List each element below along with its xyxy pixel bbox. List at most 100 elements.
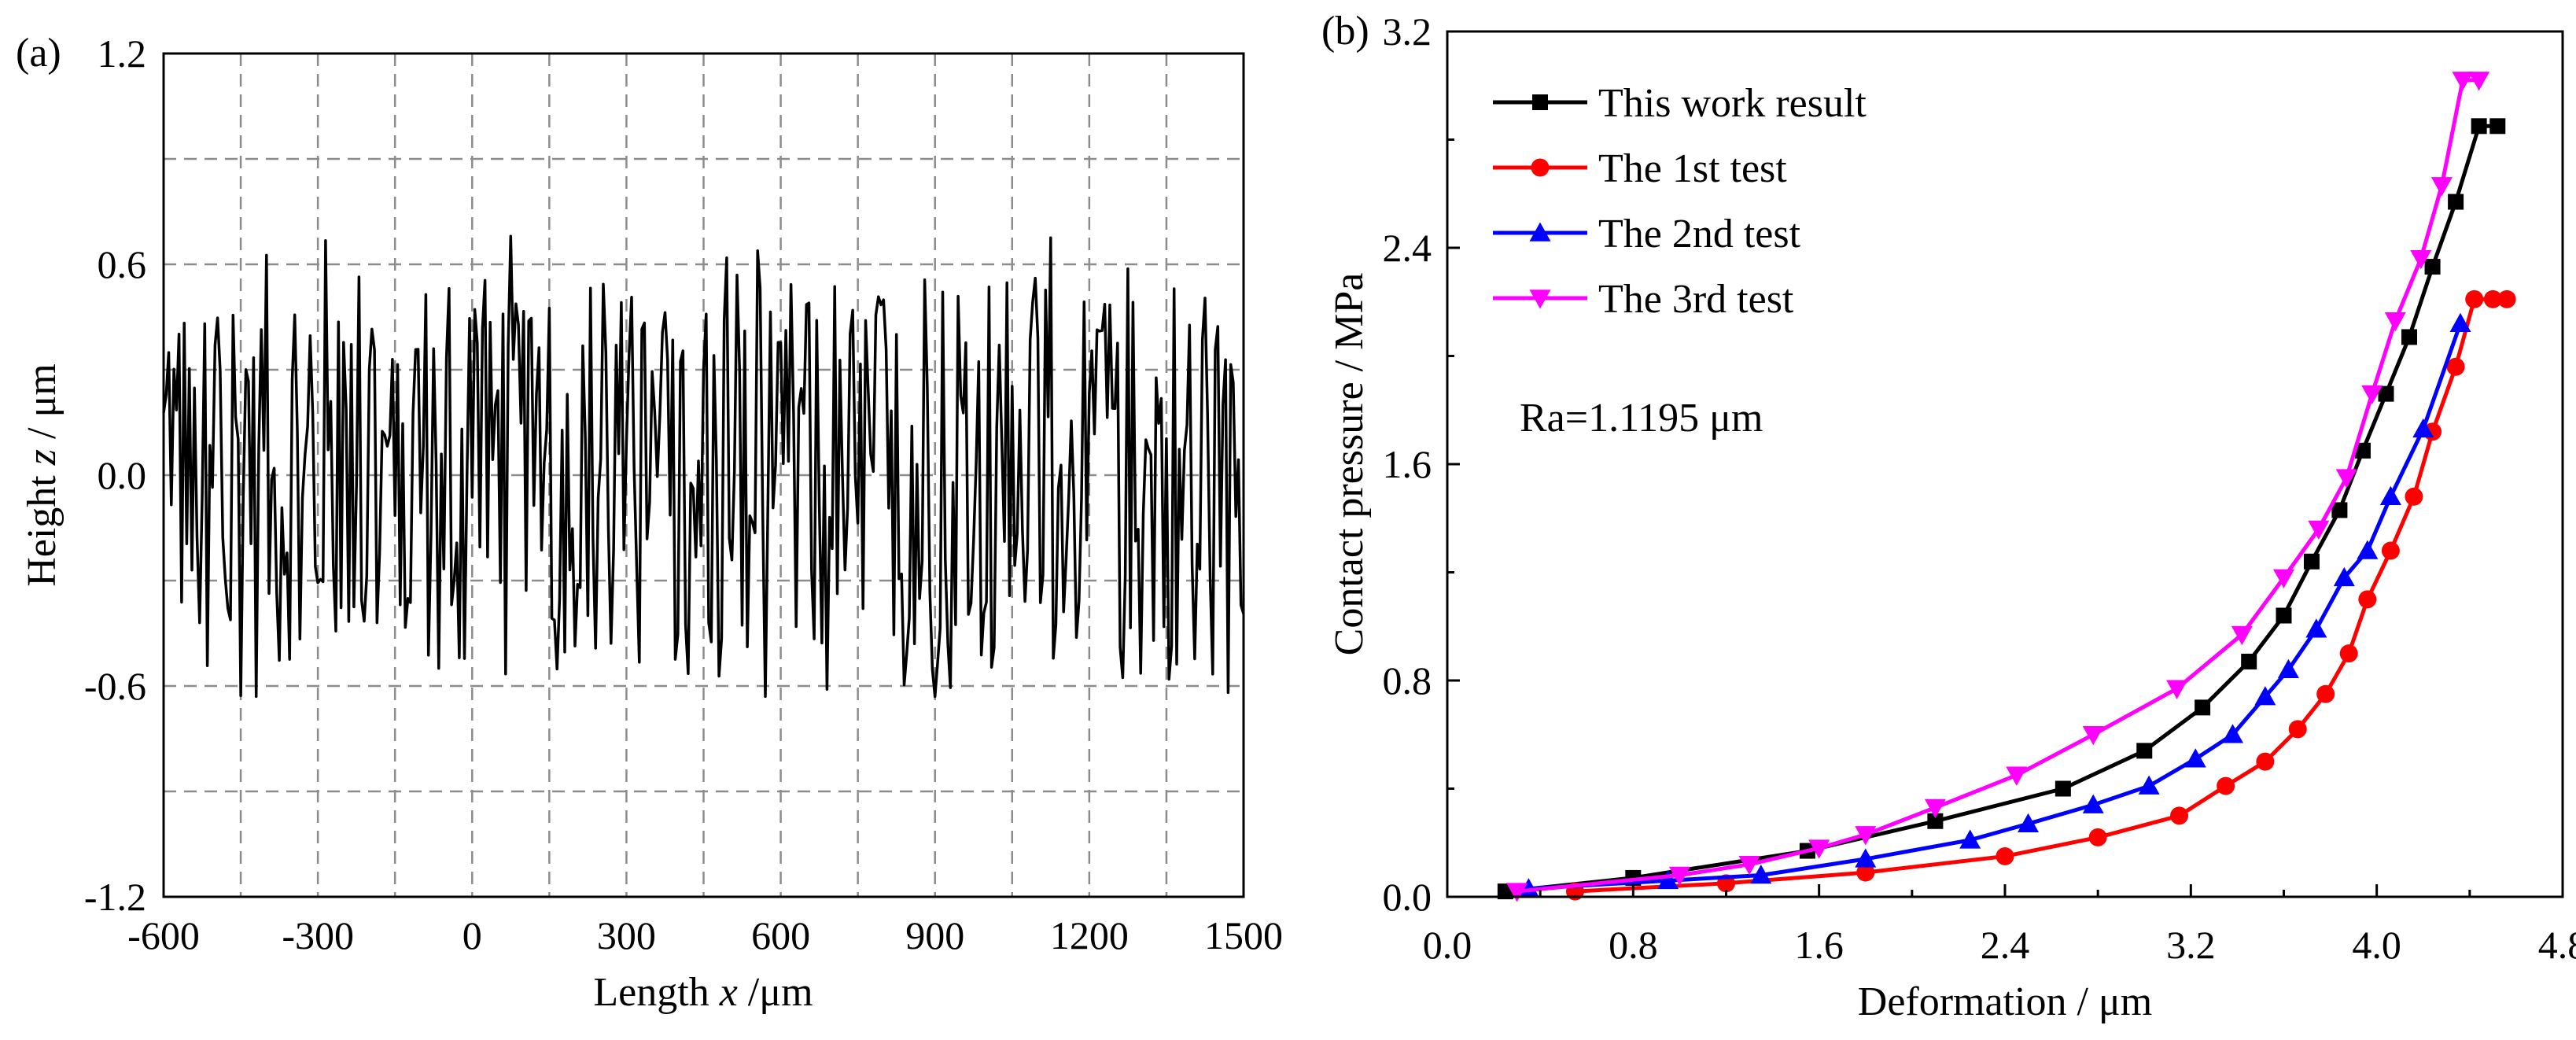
b-data-point	[2483, 290, 2502, 308]
b-x-tick-labels: 0.0 0.8 1.6 2.4 3.2 4.0 4.8	[1423, 923, 2576, 967]
b-data-point	[1808, 839, 1830, 859]
b-legend-swatch-marker	[1532, 94, 1548, 110]
b-data-point	[1750, 865, 1772, 884]
a-profile-line	[162, 234, 1245, 699]
b-data-point	[2136, 743, 2153, 759]
b-x-tick-label: 0.8	[1609, 923, 1658, 967]
b-data-point	[2217, 776, 2235, 795]
b-data-point	[2339, 644, 2358, 663]
a-x-tick-label: -600	[127, 913, 200, 957]
b-legend: This work result The 1st test The 2nd test…	[1493, 81, 1867, 322]
a-y-tick-label: 1.2	[98, 31, 147, 76]
b-y-tick-labels: 0.0 0.8 1.6 2.4 3.2	[1383, 9, 1432, 919]
b-data-point	[2006, 766, 2028, 786]
b-data-point	[1855, 848, 1877, 868]
a-y-tick-label: -1.2	[84, 875, 146, 919]
b-data-point	[2384, 312, 2406, 332]
b-data-point	[2273, 569, 2294, 588]
a-x-tick-label: 1500	[1204, 913, 1283, 957]
a-x-tick-label: 300	[597, 913, 656, 957]
b-data-point	[2381, 541, 2400, 560]
b-x-tick-label: 4.0	[2352, 923, 2401, 967]
panel-b-label: (b)	[1321, 9, 1369, 53]
b-data-point	[2335, 469, 2357, 489]
b-data-point	[2170, 806, 2189, 825]
b-legend-label: This work result	[1598, 81, 1867, 126]
b-series-3	[1517, 312, 2471, 898]
b-series-line	[1505, 124, 2498, 894]
b-tick-marks	[1446, 30, 2564, 898]
b-data-point	[1506, 883, 1528, 902]
b-data-point	[2241, 653, 2257, 669]
b-data-point	[1856, 863, 1875, 882]
b-data-point	[2276, 607, 2292, 624]
b-x-tick-label: 0.0	[1423, 923, 1472, 967]
b-data-point	[1657, 869, 1679, 890]
b-data-point	[2410, 249, 2432, 270]
b-data-point	[2082, 725, 2104, 746]
a-x-tick-label: 900	[905, 913, 964, 957]
b-data-point	[2184, 748, 2206, 768]
a-y-tick-label: 0.0	[98, 453, 147, 497]
b-data-point	[1959, 829, 1981, 849]
b-y-axis-label: Contact pressure / MPa	[1327, 273, 1372, 656]
b-data-point	[2231, 625, 2253, 646]
b-legend-label: The 1st test	[1598, 146, 1787, 191]
b-data-point	[2430, 177, 2453, 197]
b-legend-item-4: The 3rd test	[1493, 277, 1794, 322]
b-data-point	[2401, 329, 2418, 345]
b-data-point	[2303, 553, 2320, 570]
b-legend-item-1: This work result	[1493, 81, 1867, 126]
a-y-tick-label: 0.6	[98, 242, 147, 286]
b-data-point	[2138, 775, 2160, 795]
b-y-tick-label: 1.6	[1383, 442, 1432, 486]
b-data-point	[2082, 794, 2104, 813]
b-y-tick-label: 0.0	[1383, 875, 1432, 919]
a-y-tick-label: -0.6	[84, 664, 146, 708]
b-data-point	[2379, 485, 2401, 506]
b-legend-label: The 3rd test	[1598, 277, 1794, 322]
b-series-line	[1528, 323, 2463, 891]
b-legend-item-2: The 1st test	[1493, 146, 1787, 191]
a-x-axis-label: Length x /μm	[593, 970, 813, 1015]
a-x-tick-label: -300	[282, 913, 354, 957]
b-series-2	[1565, 290, 2516, 901]
b-data-point	[2254, 686, 2276, 706]
b-data-point	[1927, 813, 1944, 829]
b-data-point	[2358, 590, 2377, 609]
b-series-line	[1516, 78, 2479, 894]
a-y-label-suffix: / μm	[20, 363, 64, 449]
b-data-point	[2354, 442, 2371, 459]
b-y-tick-label: 0.8	[1383, 658, 1432, 703]
b-data-point	[2018, 813, 2040, 832]
b-data-point	[2449, 312, 2471, 333]
a-x-label-prefix: Length	[593, 970, 719, 1015]
b-legend-item-3: The 2nd test	[1493, 212, 1801, 256]
b-data-point	[2288, 720, 2307, 739]
b-data-point	[2497, 290, 2516, 308]
b-data-point	[1924, 798, 1946, 819]
a-profile-series	[162, 234, 1245, 699]
b-data-point	[2308, 520, 2330, 540]
b-data-point	[2412, 418, 2434, 438]
b-x-tick-label: 1.6	[1794, 923, 1844, 967]
b-data-point	[2378, 385, 2394, 402]
b-data-point	[2452, 72, 2474, 91]
b-data-point	[1996, 846, 2014, 865]
b-y-tick-label: 2.4	[1383, 226, 1432, 270]
b-data-point	[2088, 828, 2107, 846]
b-data-point	[2256, 752, 2275, 771]
b-data-point	[2448, 194, 2464, 210]
b-x-tick-label: 2.4	[1981, 923, 2030, 967]
a-y-label-var: z	[20, 449, 64, 466]
b-data-point	[2489, 118, 2506, 135]
b-annotation: Ra=1.1195 μm	[1520, 396, 1763, 441]
b-data-point	[2277, 658, 2299, 679]
b-data-point	[1855, 826, 1877, 846]
b-data-point	[2195, 699, 2211, 716]
b-x-tick-label: 4.8	[2538, 923, 2576, 967]
b-data-point	[2465, 290, 2484, 308]
b-data-point	[2331, 502, 2348, 518]
b-y-tick-label: 3.2	[1383, 9, 1432, 53]
